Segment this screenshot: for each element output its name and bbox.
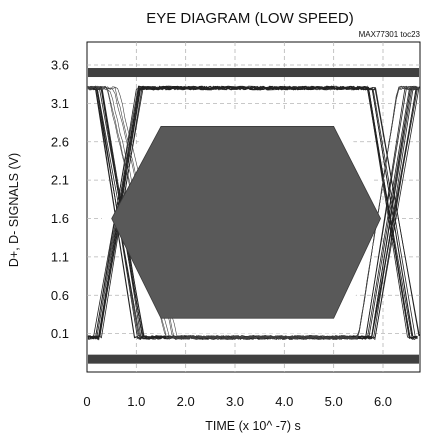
x-axis-ticks: 0 1.0 2.0 3.0 4.0 5.0 6.0 xyxy=(83,394,392,409)
y-tick-label: 1.6 xyxy=(51,211,69,226)
y-tick-label: 2.6 xyxy=(51,134,69,149)
upper-limit-band xyxy=(88,68,419,78)
x-axis-label: TIME (x 10^ -7) s xyxy=(205,419,300,433)
signal-traces xyxy=(87,85,420,341)
x-tick-label: 2.0 xyxy=(177,394,195,409)
y-tick-label: 0.1 xyxy=(51,326,69,341)
chart-title: EYE DIAGRAM (LOW SPEED) xyxy=(146,10,354,27)
lower-limit-band xyxy=(88,354,419,364)
signal-trace xyxy=(87,85,418,340)
y-tick-label: 3.6 xyxy=(51,58,69,73)
x-tick-label: 5.0 xyxy=(325,394,343,409)
x-tick-label: 3.0 xyxy=(226,394,244,409)
eye-mask xyxy=(111,126,381,319)
y-tick-label: 3.1 xyxy=(51,96,69,111)
y-tick-label: 0.6 xyxy=(51,288,69,303)
y-axis-label: D+, D- SIGNALS (V) xyxy=(7,153,21,267)
y-axis-ticks: 0.1 0.6 1.1 1.6 2.1 2.6 3.1 3.6 xyxy=(51,58,69,342)
eye-mask-hexagon xyxy=(111,126,381,319)
x-tick-label: 4.0 xyxy=(275,394,293,409)
y-tick-label: 1.1 xyxy=(51,249,69,264)
x-tick-label: 6.0 xyxy=(374,394,392,409)
plot-frame xyxy=(86,41,421,373)
x-tick-label: 1.0 xyxy=(127,394,145,409)
x-tick-label: 0 xyxy=(83,394,90,409)
chart-subtitle: MAX77301 toc23 xyxy=(359,30,421,39)
y-tick-label: 2.1 xyxy=(51,173,69,188)
limit-bands xyxy=(88,68,419,364)
